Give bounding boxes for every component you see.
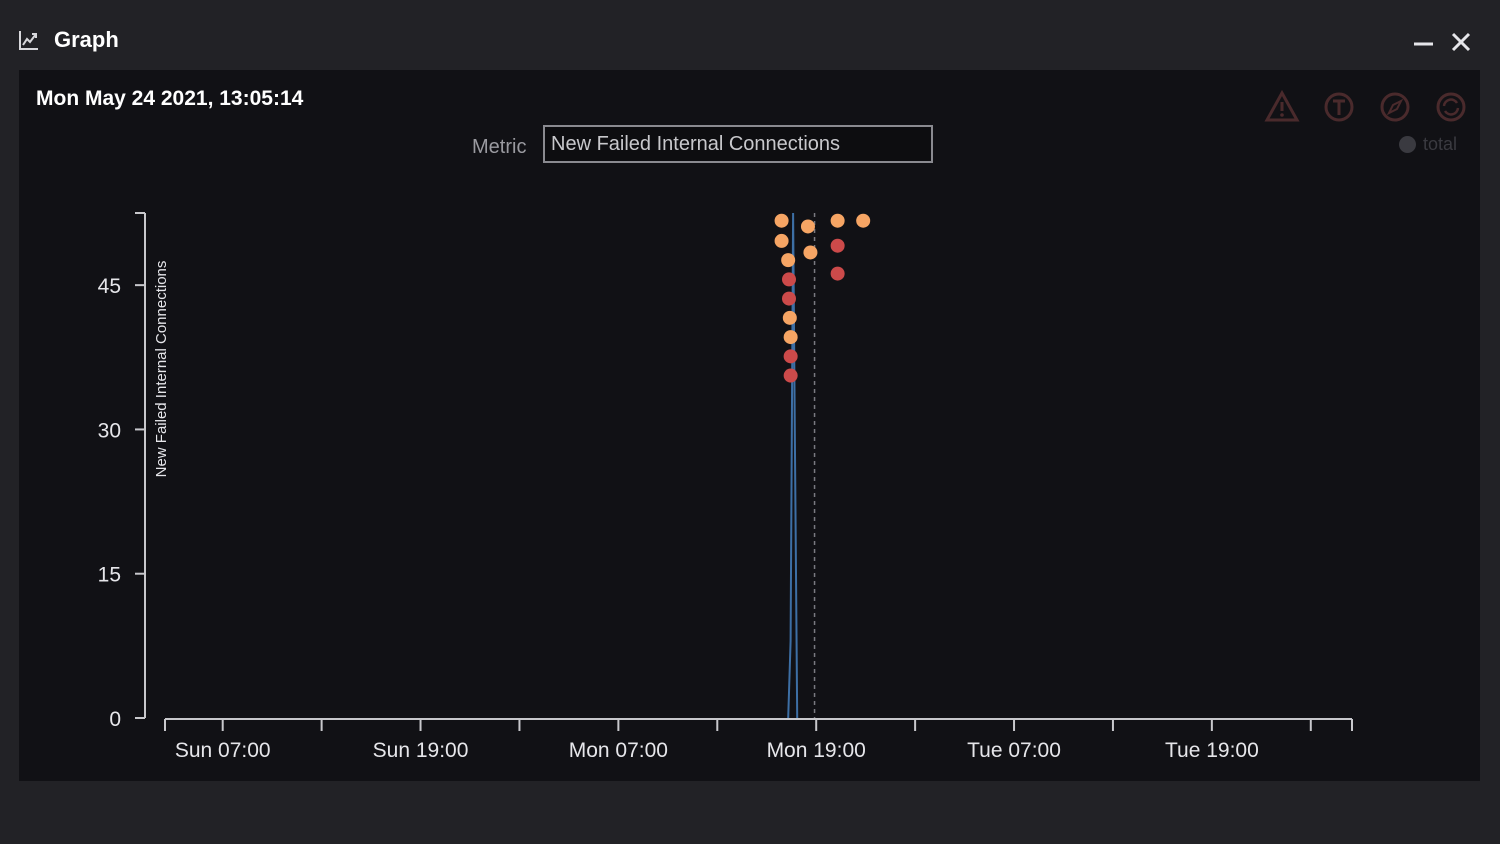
y-tick-label: 30: [98, 419, 121, 442]
window-title: Graph: [54, 27, 119, 52]
event-point: [774, 233, 789, 248]
y-tick-label: 0: [109, 708, 121, 731]
x-tick-label: Tue 07:00: [967, 739, 1061, 762]
x-tick-label: Mon 19:00: [767, 739, 866, 762]
x-tick-label: Mon 07:00: [569, 739, 668, 762]
compass-icon[interactable]: [1377, 89, 1413, 125]
y-tick-label: 45: [98, 275, 121, 298]
y-axis-title: New Failed Internal Connections: [153, 261, 170, 478]
t-circle-icon[interactable]: [1321, 89, 1357, 125]
event-point: [783, 330, 798, 345]
x-tick-label: Tue 19:00: [1165, 739, 1259, 762]
x-tick-label: Sun 19:00: [373, 739, 469, 762]
event-point: [781, 253, 796, 268]
series-line: [787, 212, 799, 719]
y-tick-label: 15: [98, 564, 121, 587]
event-point: [800, 219, 815, 234]
event-point: [782, 310, 797, 325]
graph-panel: Mon May 24 2021, 13:05:14 Metric New Fai…: [19, 70, 1480, 781]
event-point: [781, 272, 796, 287]
legend-swatch: [1399, 136, 1416, 153]
line-chart-icon: [19, 31, 38, 50]
line-chart: 0 15 30 45 New Failed Internal Connections Su…: [98, 212, 1353, 762]
event-point: [783, 349, 798, 364]
event-point: [830, 213, 845, 228]
event-point: [783, 368, 798, 383]
warning-triangle-icon[interactable]: [1264, 89, 1300, 125]
window-titlebar: Graph: [0, 0, 1500, 70]
minimize-icon[interactable]: [1411, 30, 1435, 54]
event-point: [830, 238, 845, 253]
event-point: [856, 213, 871, 228]
refresh-icon[interactable]: [1433, 89, 1469, 125]
event-point: [830, 266, 845, 281]
event-point: [774, 213, 789, 228]
metric-select[interactable]: New Failed Internal Connections: [543, 125, 933, 163]
close-icon[interactable]: [1449, 30, 1473, 54]
x-tick-label: Sun 07:00: [175, 739, 271, 762]
event-point: [781, 291, 796, 306]
timestamp: Mon May 24 2021, 13:05:14: [36, 87, 304, 110]
metric-label: Metric: [472, 136, 527, 158]
legend-label: total: [1423, 134, 1458, 154]
event-point: [803, 245, 818, 260]
